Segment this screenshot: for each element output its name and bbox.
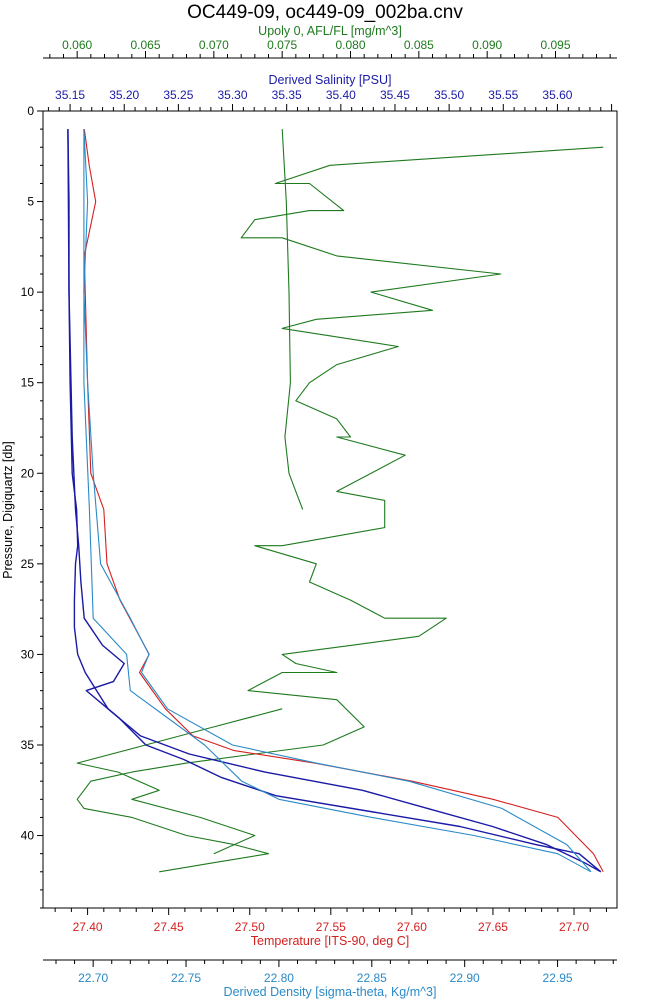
salinity-tick-label: 35.45	[380, 88, 410, 102]
fluorescence_a-series-line	[281, 129, 304, 510]
fluorescence-tick-label: 0.080	[335, 38, 365, 52]
density-tick-label: 22.85	[357, 971, 387, 985]
density-tick-label: 22.70	[78, 971, 108, 985]
salinity-tick-label: 35.50	[434, 88, 464, 102]
density_down-series-line	[83, 129, 592, 873]
salinity-tick-label: 35.25	[163, 88, 193, 102]
temperature-tick-label: 27.65	[478, 920, 508, 934]
fluorescence-tick-label: 0.075	[267, 38, 297, 52]
temperature-tick-label: 27.70	[559, 920, 589, 934]
fluorescence-tick-label: 0.060	[62, 38, 92, 52]
fluorescence-axis-label: Upoly 0, AFL/FL [mg/m^3]	[258, 24, 402, 38]
temperature-tick-label: 27.50	[235, 920, 265, 934]
temperature-tick-label: 27.45	[154, 920, 184, 934]
fluorescence-tick-label: 0.070	[199, 38, 229, 52]
y-tick-label: 30	[21, 647, 35, 661]
fluorescence_b-series-line	[76, 146, 604, 873]
density-axis-label: Derived Density [sigma-theta, Kg/m^3]	[224, 985, 437, 999]
temperature-tick-label: 27.40	[73, 920, 103, 934]
temperature-tick-label: 27.60	[397, 920, 427, 934]
fluorescence-tick-label: 0.095	[540, 38, 570, 52]
temperature-tick-label: 27.55	[316, 920, 346, 934]
fluorescence-tick-label: 0.065	[130, 38, 160, 52]
salinity-tick-label: 35.30	[218, 88, 248, 102]
y-tick-label: 0	[27, 104, 34, 118]
density-tick-label: 22.95	[543, 971, 573, 985]
y-tick-label: 25	[21, 557, 35, 571]
temperature-axis-label: Temperature [ITS-90, deg C]	[251, 934, 409, 948]
density_up-series-line	[83, 129, 592, 873]
axis-ticks: 0 5 10 15 20 25 30 35 40 0.060 0.065 0.070 0.075 0.08…	[21, 38, 617, 985]
salinity_down-series-line	[67, 129, 602, 873]
pressure-axis-label: Pressure, Digiquartz [db]	[1, 441, 15, 579]
fluorescence-tick-label: 0.085	[404, 38, 434, 52]
y-tick-label: 35	[21, 738, 35, 752]
plot-frame	[42, 110, 618, 909]
salinity-tick-label: 35.15	[55, 88, 85, 102]
y-tick-label: 40	[21, 829, 35, 843]
salinity_up-series-line	[67, 129, 602, 873]
salinity-tick-label: 35.55	[488, 88, 518, 102]
salinity-tick-label: 35.35	[272, 88, 302, 102]
salinity-tick-label: 35.20	[109, 88, 139, 102]
y-tick-label: 10	[21, 285, 35, 299]
density-tick-label: 22.80	[264, 971, 294, 985]
chart-title: OC449-09, oc449-09_002ba.cnv	[187, 2, 463, 23]
salinity-axis-label: Derived Salinity [PSU]	[269, 73, 392, 87]
salinity-tick-label: 35.60	[542, 88, 572, 102]
plot-series	[67, 129, 604, 873]
fluorescence_c-series-line	[76, 708, 283, 855]
y-tick-label: 20	[21, 466, 35, 480]
density-tick-label: 22.75	[171, 971, 201, 985]
y-tick-label: 5	[27, 195, 34, 209]
salinity-tick-label: 35.40	[326, 88, 356, 102]
fluorescence-tick-label: 0.090	[472, 38, 502, 52]
y-tick-label: 15	[21, 376, 35, 390]
density-tick-label: 22.90	[450, 971, 480, 985]
